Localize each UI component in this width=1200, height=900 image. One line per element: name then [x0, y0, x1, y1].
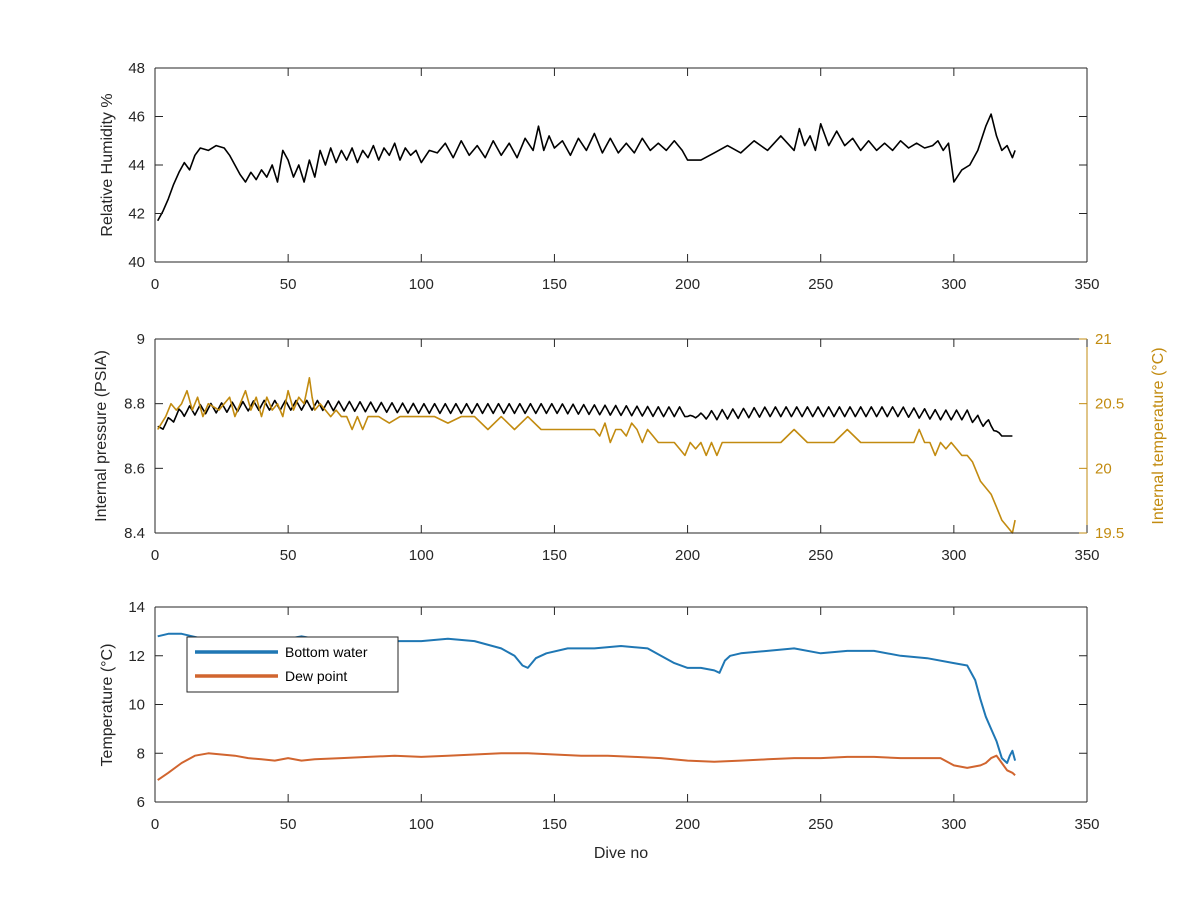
temperature-y-tick-label: 8	[137, 745, 145, 762]
temperature-series-dew-point-line	[157, 752, 1016, 781]
pressure-x-tick-label: 350	[1074, 547, 1099, 564]
temperature-y-tick-label: 14	[128, 599, 145, 616]
temperature-x-tick-label: 350	[1074, 816, 1099, 833]
pressure-x-tick-label: 100	[409, 547, 434, 564]
humidity-x-tick-label: 350	[1074, 276, 1099, 293]
humidity-x-tick-label: 150	[542, 276, 567, 293]
temperature-y-axis-label: Temperature (°C)	[99, 644, 116, 767]
temperature-plot-area	[155, 607, 1087, 802]
temperature-x-tick-label: 50	[280, 816, 297, 833]
pressure-y-tick-label: 8.4	[124, 525, 145, 542]
humidity-x-tick-label: 0	[151, 276, 159, 293]
pressure-x-tick-label: 250	[808, 547, 833, 564]
pressure-right-y-tick-label: 19.5	[1095, 525, 1124, 542]
x-axis-label: Dive no	[594, 845, 648, 862]
humidity-x-tick-label: 300	[941, 276, 966, 293]
temperature-x-tick-label: 200	[675, 816, 700, 833]
humidity-x-tick-label: 100	[409, 276, 434, 293]
humidity-panel: 0 50 100 150 200 250 300 350 40 42 44 46 48	[128, 60, 1099, 293]
temperature-legend: Bottom water Dew point	[186, 636, 399, 693]
humidity-series-main-line	[156, 113, 1016, 222]
temperature-x-tick-label: 250	[808, 816, 833, 833]
pressure-right-y-axis-label: Internal temperature (°C)	[1150, 347, 1167, 524]
humidity-y-tick-label: 42	[128, 206, 145, 223]
temperature-panel: 0 50 100 150 200 250 300 350 6 8 10 12 14	[128, 599, 1099, 833]
pressure-x-tick-label: 0	[151, 547, 159, 564]
legend-box	[186, 636, 399, 693]
pressure-x-tick-label: 50	[280, 547, 297, 564]
temperature-x-tick-label: 100	[409, 816, 434, 833]
pressure-y-tick-label: 8.8	[124, 396, 145, 413]
temperature-x-tick-label: 0	[151, 816, 159, 833]
pressure-series-right-line	[157, 376, 1016, 534]
pressure-x-tick-label: 300	[941, 547, 966, 564]
pressure-y-axis-label: Internal pressure (PSIA)	[93, 350, 110, 522]
pressure-right-y-tick-label: 21	[1095, 331, 1112, 348]
legend-label-dew-point: Dew point	[285, 668, 347, 684]
humidity-y-tick-label: 40	[128, 254, 145, 271]
humidity-y-tick-label: 46	[128, 109, 145, 126]
humidity-x-tick-label: 200	[675, 276, 700, 293]
pressure-y-tick-label: 9	[137, 331, 145, 348]
humidity-plot-area	[155, 68, 1087, 262]
temperature-x-tick-label: 300	[941, 816, 966, 833]
humidity-x-tick-label: 250	[808, 276, 833, 293]
humidity-y-tick-label: 44	[128, 157, 145, 174]
pressure-series-left-line	[157, 399, 1013, 437]
pressure-x-tick-label: 150	[542, 547, 567, 564]
legend-label-bottom-water: Bottom water	[285, 644, 368, 660]
humidity-y-axis-label: Relative Humidity %	[99, 93, 116, 236]
pressure-right-y-tick-label: 20	[1095, 460, 1112, 477]
temperature-y-tick-label: 6	[137, 794, 145, 811]
temperature-y-tick-label: 12	[128, 648, 145, 665]
humidity-y-tick-label: 48	[128, 60, 145, 77]
pressure-plot-area	[155, 339, 1087, 533]
pressure-y-tick-label: 8.6	[124, 460, 145, 477]
pressure-panel: 0 50 100 150 200 250 300 350 8.4 8.6 8.8 9 19.5 20 20.…	[124, 331, 1124, 564]
pressure-right-y-tick-label: 20.5	[1095, 396, 1124, 413]
temperature-x-tick-label: 150	[542, 816, 567, 833]
temperature-y-tick-label: 10	[128, 697, 145, 714]
humidity-x-tick-label: 50	[280, 276, 297, 293]
pressure-x-tick-label: 200	[675, 547, 700, 564]
